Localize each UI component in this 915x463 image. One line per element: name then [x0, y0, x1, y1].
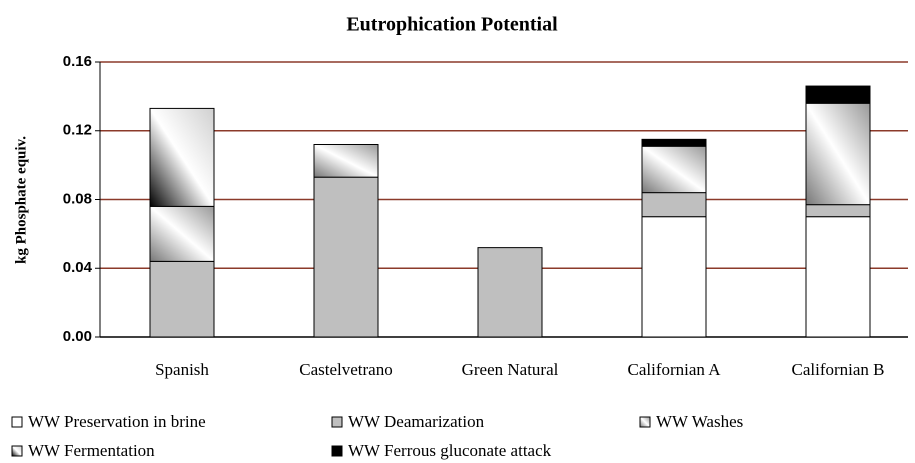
- y-tick-label: 0.16: [63, 53, 92, 70]
- legend-label: WW Washes: [656, 412, 743, 431]
- bar-segment: [805, 216, 871, 338]
- bar-segment: [641, 145, 707, 194]
- x-tick-label: Green Natural: [462, 360, 559, 379]
- x-tick-label: Spanish: [155, 360, 209, 379]
- legend-swatch: [639, 416, 651, 428]
- y-tick-label: 0.04: [63, 259, 93, 276]
- y-tick-label: 0.08: [63, 190, 92, 207]
- bar-segment: [641, 192, 707, 218]
- x-tick-label: Californian A: [627, 360, 721, 379]
- x-tick-label: Californian B: [791, 360, 884, 379]
- y-tick-label: 0.12: [63, 122, 92, 139]
- legend-swatch: [11, 445, 23, 457]
- chart-title: Eutrophication Potential: [346, 14, 558, 36]
- x-tick-label: Castelvetrano: [299, 360, 392, 379]
- legend-swatch: [331, 416, 343, 428]
- legend-label: WW Deamarization: [348, 412, 485, 431]
- legend-label: WW Fermentation: [28, 441, 155, 460]
- bar-segment: [641, 216, 707, 338]
- bar-segment: [805, 85, 871, 104]
- legend-label: WW Preservation in brine: [28, 412, 206, 431]
- y-tick-label: 0.00: [63, 328, 92, 345]
- bar-segment: [477, 247, 543, 338]
- bar-segment: [805, 102, 871, 206]
- bar-segment: [149, 260, 215, 338]
- y-axis-label: kg Phosphate equiv.: [13, 136, 29, 264]
- legend-label: WW Ferrous gluconate attack: [348, 441, 552, 460]
- legend-swatch: [11, 416, 23, 428]
- legend-swatch: [331, 445, 343, 457]
- bar-segment: [149, 107, 215, 207]
- bar-segment: [805, 204, 871, 218]
- bar-segment: [313, 144, 379, 178]
- bar-segment: [641, 138, 707, 147]
- bar-segment: [313, 176, 379, 338]
- bar-segment: [149, 205, 215, 262]
